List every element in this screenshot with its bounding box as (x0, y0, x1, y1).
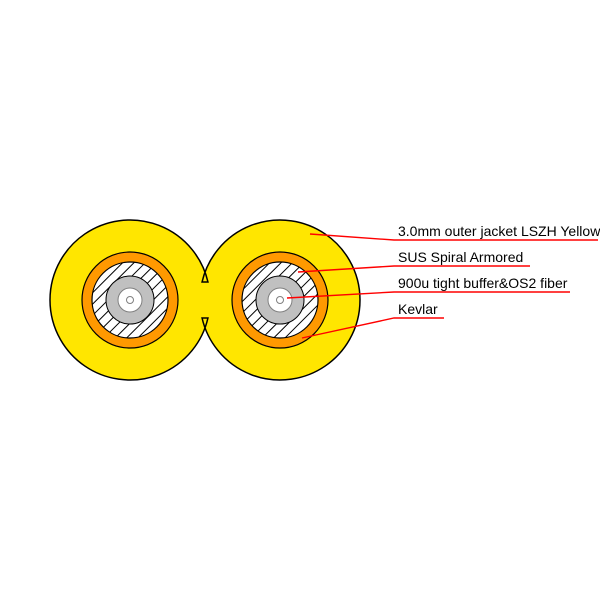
label-kevlar: Kevlar (398, 301, 438, 317)
cable-diagram: 3.0mm outer jacket LSZH Yellow SUS Spiral… (0, 0, 600, 600)
left-core (82, 252, 178, 348)
label-jacket: 3.0mm outer jacket LSZH Yellow (398, 223, 600, 239)
right-core (232, 252, 328, 348)
label-buffer: 900u tight buffer&OS2 fiber (398, 275, 568, 291)
callout-labels: 3.0mm outer jacket LSZH Yellow SUS Spiral… (398, 223, 600, 317)
label-armor: SUS Spiral Armored (398, 249, 523, 265)
